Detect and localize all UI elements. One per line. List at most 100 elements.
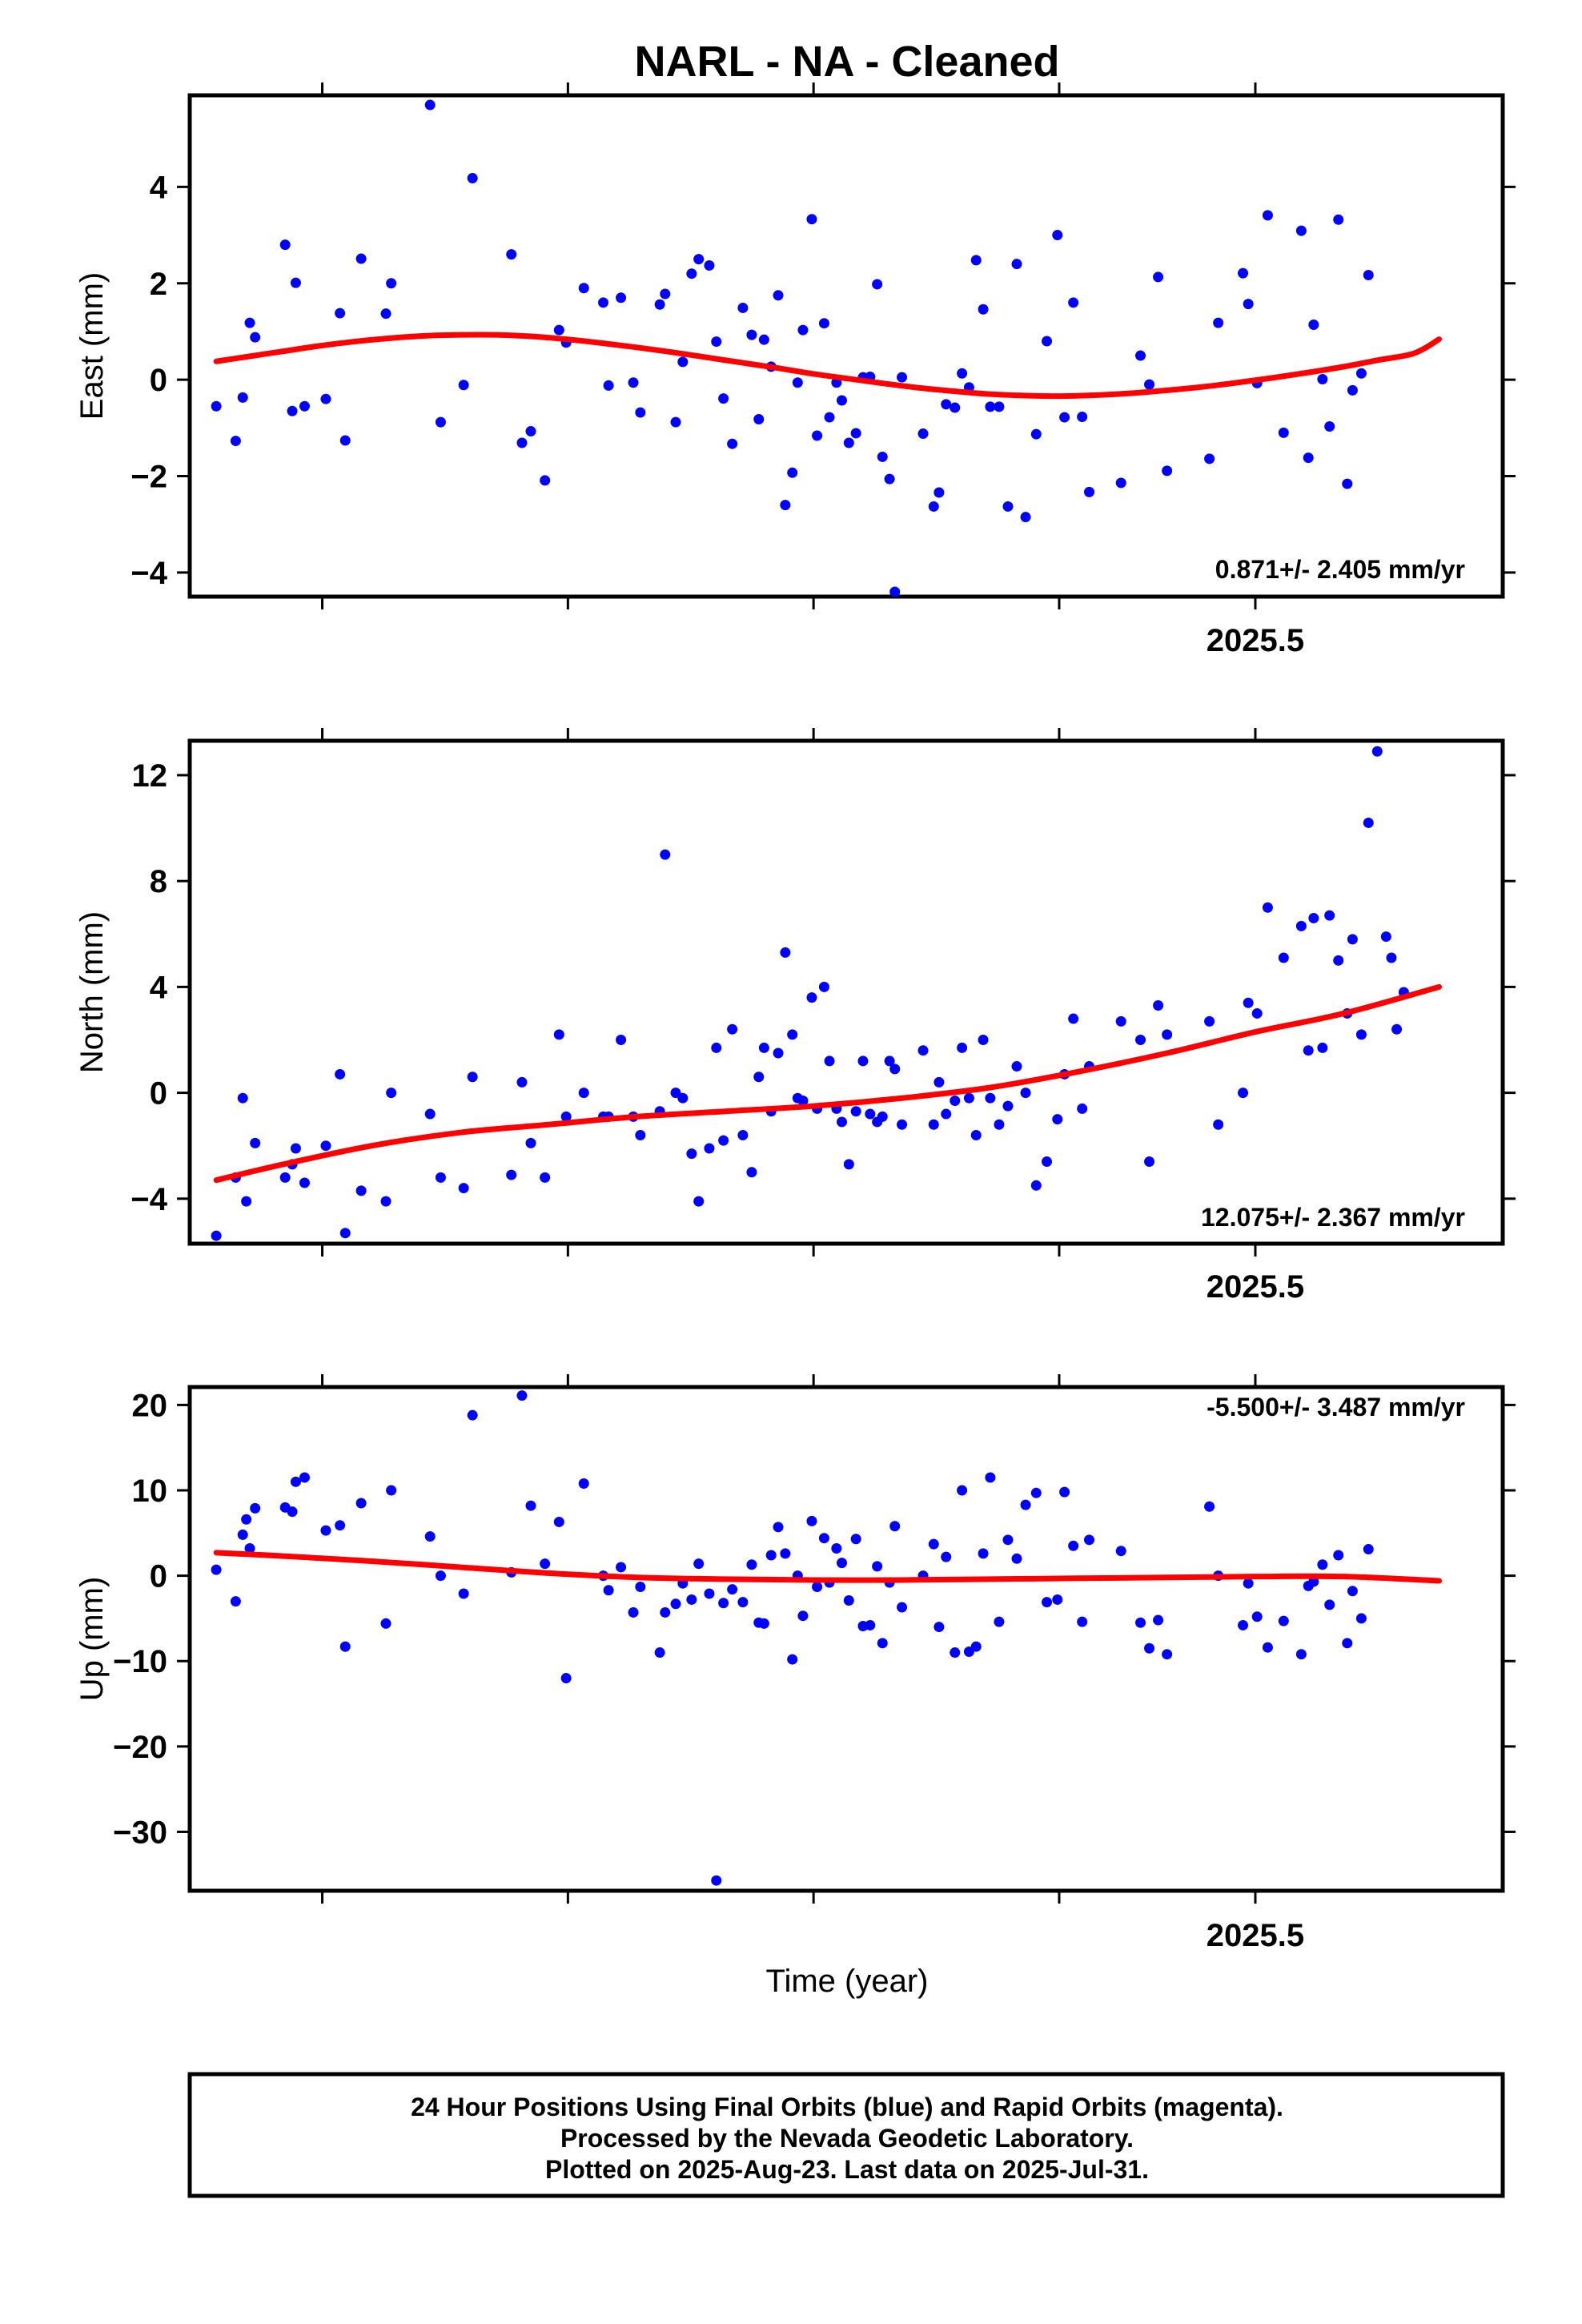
- north-data-point: [241, 1196, 252, 1207]
- up-data-point: [1052, 1594, 1063, 1605]
- east-data-point: [1002, 501, 1014, 512]
- east-data-point: [516, 437, 528, 448]
- east-ytick-label: −2: [130, 460, 167, 495]
- up-data-point: [1135, 1617, 1146, 1628]
- north-data-point: [355, 1185, 367, 1196]
- up-data-point: [1011, 1553, 1022, 1564]
- north-data-point: [994, 1119, 1005, 1130]
- up-ytick-label: −20: [113, 1730, 167, 1765]
- up-data-point: [458, 1588, 469, 1599]
- up-data-point: [1204, 1501, 1215, 1512]
- east-data-point: [686, 268, 697, 279]
- north-data-point: [917, 1045, 929, 1056]
- up-data-point: [380, 1618, 391, 1629]
- east-data-point: [1324, 421, 1335, 432]
- up-data-point: [1278, 1615, 1289, 1626]
- east-xtick-label: 2025.5: [1207, 623, 1304, 658]
- east-data-point: [1020, 512, 1031, 523]
- north-data-point: [1162, 1029, 1173, 1040]
- up-data-point: [603, 1585, 614, 1596]
- east-data-point: [435, 416, 446, 428]
- east-data-point: [578, 283, 589, 294]
- east-data-point: [889, 586, 901, 597]
- up-data-point: [525, 1500, 536, 1511]
- east-y-axis-label: East (mm): [74, 272, 110, 420]
- north-data-point: [843, 1159, 854, 1170]
- east-data-layer: [211, 99, 1443, 597]
- up-data-point: [843, 1595, 854, 1606]
- up-data-point: [1042, 1597, 1053, 1608]
- north-data-point: [718, 1135, 729, 1146]
- up-data-point: [1077, 1616, 1088, 1627]
- east-data-point: [1363, 270, 1374, 281]
- up-data-point: [1059, 1486, 1070, 1498]
- up-data-point: [1068, 1540, 1079, 1551]
- up-data-point: [339, 1641, 351, 1652]
- north-data-point: [1115, 1015, 1126, 1027]
- north-data-point: [386, 1088, 397, 1099]
- east-data-point: [1115, 477, 1126, 489]
- north-data-point: [727, 1023, 738, 1035]
- north-data-point: [1052, 1114, 1063, 1125]
- north-data-point: [1278, 952, 1289, 963]
- north-data-point: [1077, 1103, 1088, 1114]
- up-data-point: [424, 1531, 436, 1542]
- north-data-point: [780, 947, 791, 958]
- north-data-point: [773, 1047, 784, 1059]
- north-data-point: [746, 1167, 757, 1178]
- north-data-point: [540, 1172, 551, 1183]
- up-data-point: [244, 1542, 255, 1554]
- up-data-point: [978, 1548, 989, 1559]
- up-data-point: [1115, 1546, 1126, 1557]
- up-data-point: [985, 1472, 996, 1483]
- east-data-point: [1077, 411, 1088, 422]
- east-data-point: [1262, 210, 1273, 221]
- north-data-point: [1042, 1156, 1053, 1168]
- up-data-point: [241, 1514, 252, 1525]
- north-data-point: [335, 1068, 346, 1080]
- up-data-point: [1295, 1649, 1307, 1660]
- east-data-point: [1030, 428, 1042, 440]
- east-data-point: [792, 377, 803, 388]
- north-rate-label: 12.075+/- 2.367 mm/yr: [1201, 1203, 1465, 1232]
- up-data-point: [994, 1616, 1005, 1627]
- up-data-point: [897, 1602, 908, 1613]
- east-ytick-label: 2: [150, 267, 167, 302]
- north-data-point: [1380, 931, 1391, 943]
- east-data-point: [279, 239, 291, 251]
- up-data-point: [704, 1588, 715, 1599]
- up-data-point: [516, 1390, 528, 1401]
- north-data-point: [753, 1072, 765, 1083]
- east-data-point: [985, 401, 996, 412]
- east-data-point: [250, 332, 261, 343]
- footer-box: 24 Hour Positions Using Final Orbits (bl…: [187, 2072, 1505, 2198]
- east-data-point: [884, 473, 895, 485]
- east-data-point: [1083, 486, 1094, 497]
- north-data-point: [963, 1092, 974, 1104]
- up-data-point: [355, 1498, 367, 1509]
- north-data-point: [1135, 1034, 1146, 1045]
- east-data-point: [780, 500, 791, 511]
- east-data-point: [677, 356, 689, 368]
- east-data-point: [1355, 368, 1367, 379]
- north-data-point: [1238, 1088, 1249, 1099]
- north-data-point: [1251, 1007, 1263, 1019]
- east-data-point: [1204, 453, 1215, 464]
- east-data-point: [1342, 478, 1353, 489]
- north-data-point: [435, 1172, 446, 1183]
- north-ytick-label: 12: [132, 758, 168, 794]
- east-data-point: [660, 288, 671, 300]
- east-data-point: [1144, 379, 1155, 390]
- east-ytick-label: 4: [150, 170, 168, 205]
- x-axis-label: Time (year): [766, 1964, 929, 1999]
- east-data-point: [1153, 271, 1164, 283]
- north-data-point: [957, 1042, 968, 1053]
- up-data-point: [250, 1502, 261, 1514]
- east-data-point: [737, 302, 749, 313]
- up-data-point: [287, 1506, 298, 1518]
- up-rate-label: -5.500+/- 3.487 mm/yr: [1207, 1393, 1465, 1421]
- east-data-point: [1068, 297, 1079, 308]
- up-data-point: [1317, 1559, 1328, 1570]
- north-data-point: [897, 1119, 908, 1130]
- east-data-point: [1333, 214, 1344, 225]
